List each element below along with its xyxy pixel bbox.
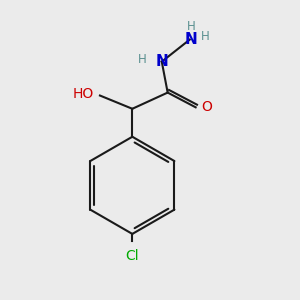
Text: N: N [185,32,198,47]
Text: H: H [138,53,147,66]
Text: O: O [201,100,212,114]
Text: HO: HO [72,87,94,101]
Text: H: H [201,30,209,43]
Text: H: H [187,20,196,33]
Text: Cl: Cl [125,249,139,262]
Text: N: N [155,54,168,69]
